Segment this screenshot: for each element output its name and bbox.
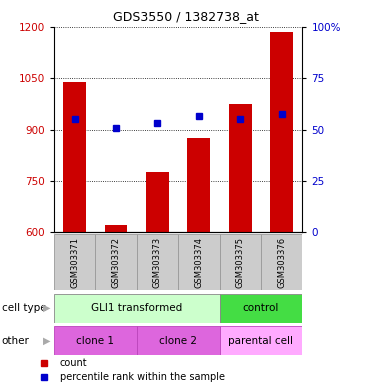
Bar: [220, 234, 261, 290]
Text: cell type: cell type: [2, 303, 46, 313]
Text: GDS3550 / 1382738_at: GDS3550 / 1382738_at: [112, 10, 259, 23]
Text: GSM303376: GSM303376: [277, 237, 286, 288]
Bar: [54, 294, 220, 323]
Bar: [95, 234, 137, 290]
Text: ▶: ▶: [43, 336, 50, 346]
Text: clone 1: clone 1: [76, 336, 114, 346]
Bar: [229, 104, 252, 232]
Text: clone 2: clone 2: [159, 336, 197, 346]
Bar: [54, 234, 95, 290]
Text: GSM303373: GSM303373: [153, 237, 162, 288]
Bar: [54, 326, 137, 355]
Bar: [146, 172, 169, 232]
Text: count: count: [60, 358, 88, 367]
Bar: [105, 225, 127, 232]
Bar: [137, 326, 220, 355]
Text: percentile rank within the sample: percentile rank within the sample: [60, 372, 225, 382]
Bar: [220, 326, 302, 355]
Bar: [270, 32, 293, 232]
Bar: [178, 234, 220, 290]
Bar: [187, 138, 210, 232]
Text: control: control: [243, 303, 279, 313]
Text: ▶: ▶: [43, 303, 50, 313]
Text: GLI1 transformed: GLI1 transformed: [91, 303, 182, 313]
Bar: [261, 234, 302, 290]
Bar: [63, 82, 86, 232]
Text: GSM303371: GSM303371: [70, 237, 79, 288]
Text: GSM303374: GSM303374: [194, 237, 203, 288]
Text: parental cell: parental cell: [229, 336, 293, 346]
Text: GSM303372: GSM303372: [111, 237, 121, 288]
Text: GSM303375: GSM303375: [236, 237, 245, 288]
Bar: [220, 294, 302, 323]
Bar: [137, 234, 178, 290]
Text: other: other: [2, 336, 30, 346]
